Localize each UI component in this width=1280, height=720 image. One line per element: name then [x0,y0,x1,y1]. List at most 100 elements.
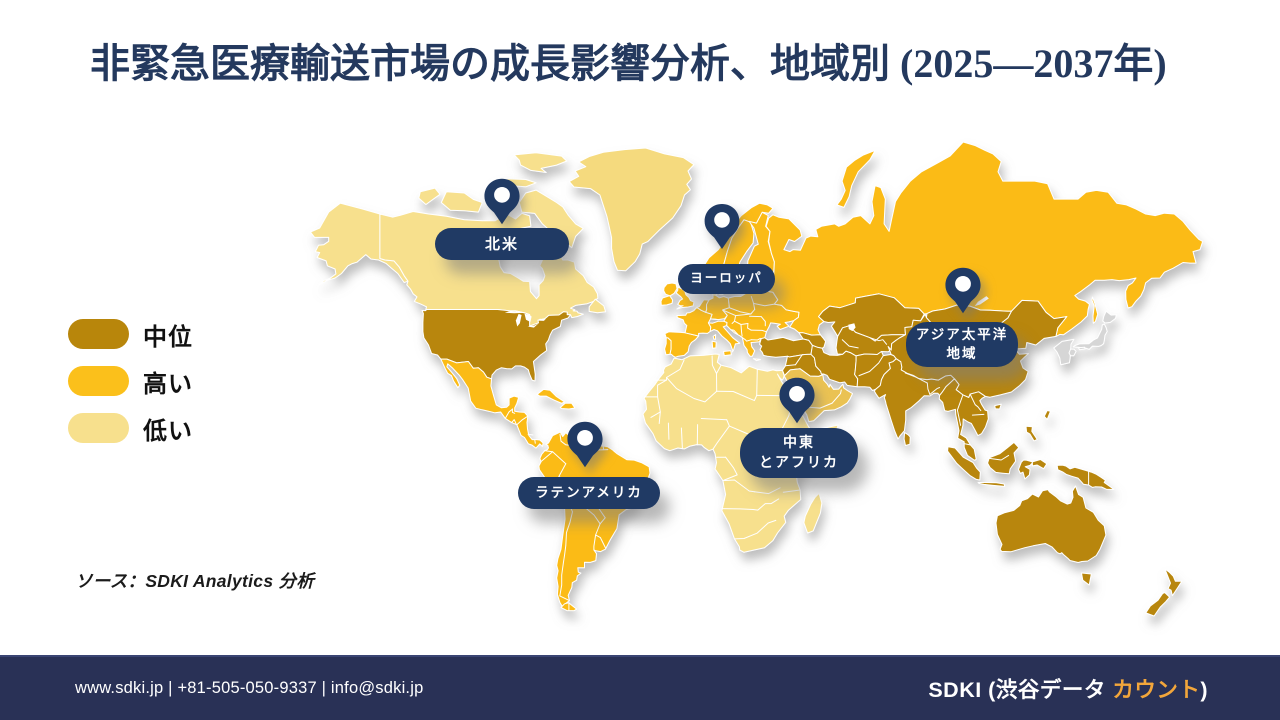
country-border [722,456,738,482]
legend-swatch-low [68,413,129,443]
land-hokkaido [1102,310,1117,324]
country-border [700,418,728,421]
land-seasia [938,378,989,461]
region-label-line1: ラテンアメリカ [535,484,643,500]
legend-item-high: 高い [68,366,193,398]
country-border [716,390,758,402]
land-ireland [660,295,674,306]
footer-contact: www.sdki.jp | +81-505-050-9337 | info@sd… [75,679,424,697]
land-greenland [568,147,695,272]
land-kyushu [1068,348,1077,357]
country-border [504,408,514,419]
land-cuba [536,388,566,404]
country-border [680,427,683,450]
region-label-line1: アジア太平洋 [915,326,1009,342]
country-border [666,377,718,403]
lake [524,313,532,322]
land-hispaniola [559,402,576,410]
page-title: 非緊急医療輸送市場の成長影響分析、地域別 (2025—2037年) [90,41,1167,86]
country-border [869,337,888,345]
land-java [977,482,1006,487]
map-pin-icon-north-america [483,177,521,226]
country-border [643,379,667,398]
land-italy [707,320,741,353]
map-region-label-latin-america: ラテンアメリカ [518,477,660,509]
country-border [729,307,756,315]
land-honshu [1072,323,1108,350]
country-border [963,443,971,446]
country-border [543,450,554,453]
country-border [721,508,759,511]
country-border [929,387,941,395]
footer-brand-prefix: SDKI (渋谷データ [928,678,1113,702]
country-border [527,433,534,436]
country-border [593,523,601,551]
country-border [752,302,775,307]
country-border [595,534,607,549]
legend-swatch-medium [68,319,129,349]
footer-brand-accent: カウント [1112,678,1201,702]
map-pin-icon-middle-east-africa [778,376,816,425]
country-border [956,394,964,426]
map-region-label-north-america: 北米 [435,228,569,260]
country-border [511,419,517,425]
land-shikoku [1078,346,1086,351]
legend-swatch-high [68,366,129,396]
country-border [926,382,931,395]
country-border [734,519,777,540]
land-srilanka [903,432,911,446]
land-korea [1053,338,1075,366]
country-border [540,451,554,462]
lake [504,310,524,314]
map-pin-icon-europe [703,203,741,250]
map-land-layer [310,141,1204,617]
country-border [534,439,536,444]
lake [848,323,856,332]
country-border [710,318,719,321]
lake [527,323,539,328]
legend-label-high: 高い [143,370,193,398]
legend-label-low: 低い [143,417,193,445]
land-usa [421,309,571,382]
country-border [511,408,516,414]
country-border [730,329,738,335]
land-mindanao [1031,459,1048,470]
country-border [552,451,567,465]
land-newguinea [1056,464,1115,490]
country-border [750,296,756,310]
country-border [988,454,1010,461]
lake [515,313,522,327]
legend-label-medium: 中位 [143,323,193,351]
land-hainan [994,403,1002,410]
footer-brand: SDKI (渋谷データ カウント) [928,673,1208,704]
country-border [740,324,743,337]
footer-bar: www.sdki.jp | +81-505-050-9337 | info@sd… [0,655,1280,720]
map-pin-icon-asia-pacific [944,266,982,315]
land-newfoundland [588,298,607,314]
land-taiwan [1043,410,1051,420]
country-border [757,498,780,511]
map-region-label-middle-east-africa: 中東 とアフリカ [740,428,858,478]
region-label-line1: ヨーロッパ [690,271,763,286]
legend: 中位 高い 低い [68,319,193,460]
land-sardinia [711,340,717,349]
country-border [784,364,796,367]
country-border [760,316,766,327]
land-novaya [836,149,876,208]
land-uk [675,286,695,310]
map-region-label-europe: ヨーロッパ [678,264,775,294]
land-mexico-ca [440,358,544,449]
country-border [782,369,785,377]
land-sulawesi [1018,459,1034,480]
land-sumatra [947,446,981,481]
country-border [722,479,755,493]
lake [974,296,989,307]
country-border [666,359,685,378]
map-region-label-asia-pacific: アジア太平洋 地域 [906,322,1018,367]
country-border [782,489,801,493]
land-nz-south [1145,592,1171,617]
country-border [559,497,573,602]
country-border [516,415,529,426]
map-pin-icon-latin-america [566,420,604,469]
